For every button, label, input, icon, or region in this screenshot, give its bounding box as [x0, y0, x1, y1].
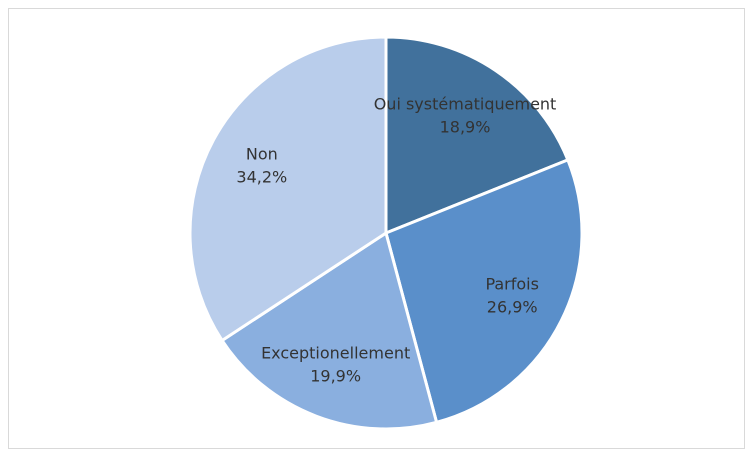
slice-value-label: 18,9%: [440, 118, 491, 137]
slice-label: Exceptionellement: [261, 343, 410, 362]
slice-value-label: 34,2%: [236, 167, 287, 186]
slice-label: Non: [246, 144, 278, 163]
slice-label: Parfois: [485, 275, 539, 294]
pie-slice: [219, 230, 439, 431]
pie-slice: [384, 35, 570, 236]
pie-slice: [384, 157, 584, 425]
slice-value-label: 19,9%: [310, 366, 361, 385]
pie-slice: [188, 35, 388, 343]
slice-value-label: 26,9%: [487, 298, 538, 317]
slice-label: Oui systématiquement: [374, 95, 557, 114]
